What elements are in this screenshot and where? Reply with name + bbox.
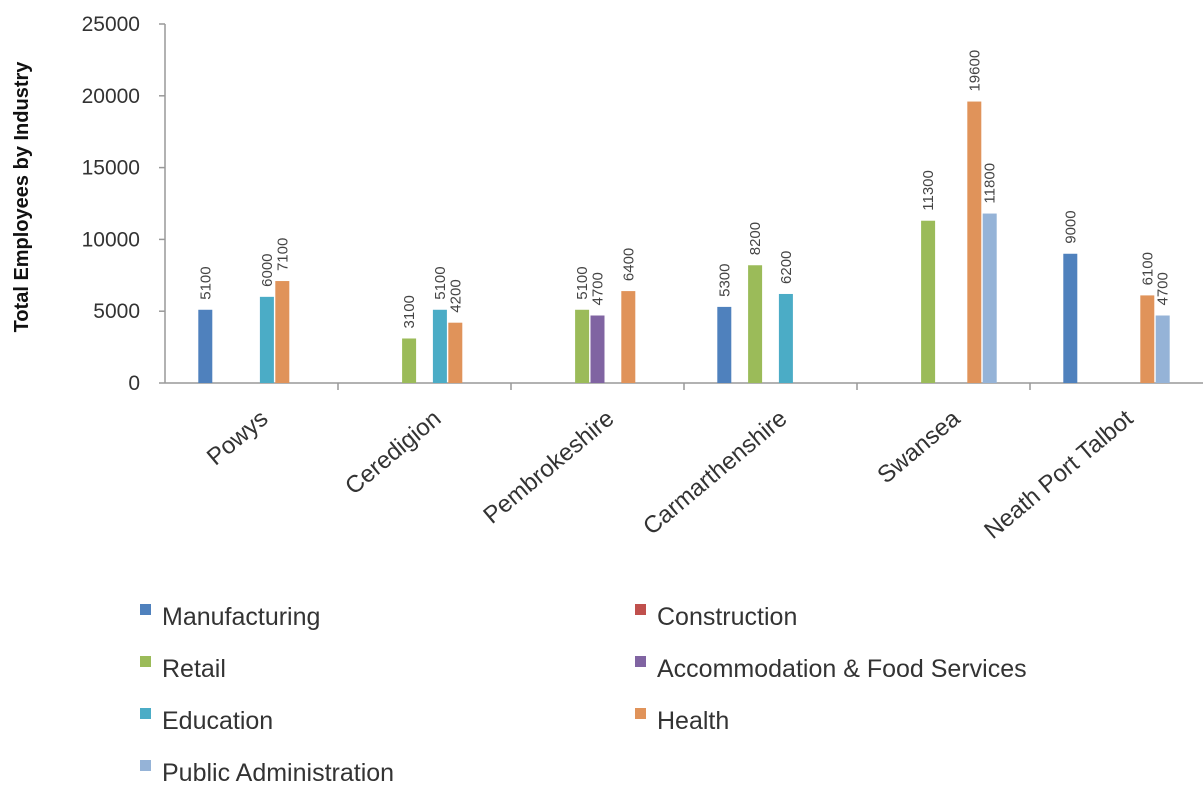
data-label: 6400 <box>620 248 637 281</box>
data-label: 6100 <box>1139 252 1156 285</box>
bar <box>448 322 463 383</box>
legend-item: Manufacturing <box>140 603 320 631</box>
data-label: 4200 <box>447 279 464 312</box>
legend-label: Retail <box>162 655 226 683</box>
bar <box>982 213 997 383</box>
bar <box>259 296 274 383</box>
data-label: 7100 <box>274 238 291 271</box>
bar <box>402 338 417 383</box>
data-label: 6000 <box>259 253 276 286</box>
legend-swatch <box>140 760 151 771</box>
y-tick-label: 10000 <box>82 228 140 251</box>
data-label: 5300 <box>716 264 733 297</box>
data-label: 11800 <box>982 163 999 204</box>
bar <box>778 293 793 383</box>
legend-label: Public Administration <box>162 759 394 787</box>
y-tick-label: 25000 <box>82 13 140 36</box>
data-label: 9000 <box>1062 210 1079 243</box>
bar <box>275 281 290 383</box>
category-label: Ceredigion <box>340 405 446 500</box>
bar <box>921 220 936 383</box>
data-label: 4700 <box>590 272 607 305</box>
y-tick-label: 0 <box>128 372 140 395</box>
bar <box>748 265 763 383</box>
legend-swatch <box>635 708 646 719</box>
category-label: Carmarthenshire <box>638 405 792 541</box>
data-label: 6200 <box>778 251 795 284</box>
category-label: Pembrokeshire <box>478 405 619 529</box>
bar <box>1140 295 1155 383</box>
legend-swatch <box>635 656 646 667</box>
data-label: 11300 <box>920 170 937 211</box>
bar <box>198 309 213 383</box>
legend-swatch <box>140 604 151 615</box>
legend-label: Education <box>162 707 273 735</box>
y-axis-label: Total Employees by Industry <box>11 61 33 333</box>
bar <box>590 315 605 383</box>
data-label: 5100 <box>574 266 591 299</box>
data-label: 19600 <box>966 50 983 92</box>
legend-item: Construction <box>635 603 797 631</box>
category-label: Neath Port Talbot <box>979 405 1138 545</box>
legend-swatch <box>140 656 151 667</box>
data-label: 3100 <box>401 295 418 328</box>
bar <box>1155 315 1170 383</box>
bar <box>967 101 982 383</box>
data-label: 5100 <box>432 266 449 299</box>
legend-item: Education <box>140 707 273 735</box>
bar <box>717 306 732 383</box>
bar <box>621 291 636 383</box>
legend-item: Public Administration <box>140 759 394 787</box>
bar <box>1063 253 1078 383</box>
data-label: 5100 <box>197 266 214 299</box>
legend-label: Construction <box>657 603 797 631</box>
data-label: 8200 <box>747 222 764 255</box>
legend-label: Manufacturing <box>162 603 320 631</box>
bar <box>575 309 590 383</box>
y-tick-label: 15000 <box>82 157 140 180</box>
legend-swatch <box>140 708 151 719</box>
legend-item: Health <box>635 707 729 735</box>
y-tick-label: 5000 <box>93 300 140 323</box>
bar <box>432 309 447 383</box>
legend-swatch <box>635 604 646 615</box>
y-tick-label: 20000 <box>82 85 140 108</box>
legend-item: Retail <box>140 655 226 683</box>
legend-label: Health <box>657 707 729 735</box>
legend-label: Accommodation & Food Services <box>657 655 1027 683</box>
category-label: Swansea <box>872 404 965 489</box>
legend-item: Accommodation & Food Services <box>635 655 1027 683</box>
category-label: Powys <box>202 405 274 471</box>
data-label: 4700 <box>1155 272 1172 305</box>
